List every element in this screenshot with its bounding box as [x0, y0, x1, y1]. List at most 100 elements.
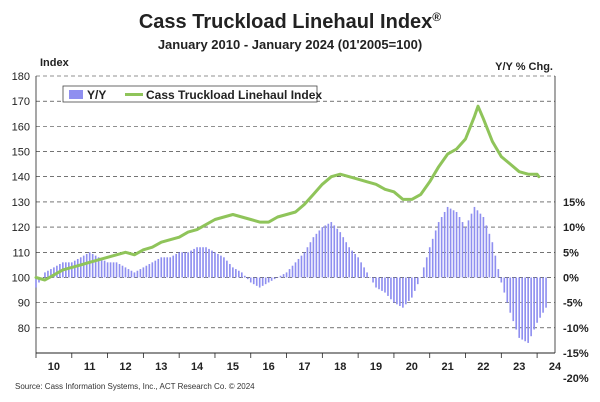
yy-bar	[372, 277, 374, 283]
yy-bar	[163, 257, 166, 278]
yy-bar	[53, 267, 55, 278]
yy-bar	[246, 277, 249, 280]
yy-bar	[416, 277, 419, 285]
yy-bar	[264, 277, 267, 285]
yy-bar	[434, 230, 437, 278]
x-axis-ticks: 10 11 12 13 14 15 16 17 18 19 20 21 22 23 24	[48, 361, 562, 373]
yy-bar	[73, 260, 76, 278]
left-tick-label: 150	[12, 147, 30, 159]
yy-bar	[44, 272, 46, 278]
yy-bar	[175, 253, 178, 278]
x-tick-label: 16	[263, 361, 275, 373]
yy-bar	[390, 277, 392, 300]
yy-bar	[408, 277, 410, 301]
x-tick-label: 12	[119, 361, 131, 373]
yy-bar	[151, 262, 154, 278]
yy-bar	[491, 242, 494, 278]
yy-bar	[142, 267, 145, 278]
yy-bar	[154, 260, 157, 278]
yy-bar	[527, 277, 529, 343]
yy-bar	[461, 222, 464, 278]
left-axis-label: Index	[40, 57, 70, 69]
left-tick-label: 180	[12, 71, 30, 83]
yy-bar	[330, 222, 333, 278]
yy-bar	[419, 277, 422, 278]
x-tick-label: 19	[370, 361, 382, 373]
yy-bar	[196, 247, 198, 278]
legend-index-label: Cass Truckload Linehaul Index	[146, 88, 322, 102]
chart-title-text: Cass Truckload Linehaul Index	[139, 11, 432, 33]
yy-bar	[378, 277, 380, 290]
yy-bar	[243, 275, 246, 278]
yy-bar	[443, 211, 446, 278]
yy-bar	[375, 277, 377, 288]
yy-bar	[521, 277, 524, 340]
yy-bar	[91, 253, 94, 278]
yy-bar	[437, 222, 440, 278]
yy-bar	[35, 277, 37, 288]
yy-bar	[85, 253, 88, 278]
yy-bar	[118, 264, 121, 278]
yy-bar	[172, 255, 175, 278]
yy-bar	[88, 252, 91, 278]
yy-bar	[288, 269, 291, 278]
yy-bar	[103, 260, 106, 278]
right-tick-label: -15%	[563, 348, 589, 360]
yy-bar	[124, 267, 127, 278]
right-axis-label: Y/Y % Chg.	[495, 61, 553, 73]
yy-bar	[512, 277, 515, 322]
yy-bar	[312, 237, 315, 278]
yy-bar	[428, 247, 431, 278]
yy-bar	[360, 262, 362, 278]
yy-bar	[381, 277, 383, 291]
yy-bar	[452, 210, 455, 278]
yy-bar	[258, 277, 261, 288]
yy-bar	[232, 267, 234, 278]
yy-bar	[518, 277, 521, 338]
yy-bar	[542, 277, 544, 313]
yy-bar	[396, 277, 398, 305]
yy-bar	[169, 257, 172, 278]
x-tick-label: 17	[298, 361, 310, 373]
yy-bar	[205, 247, 207, 278]
yy-bar	[139, 269, 142, 278]
yy-bar	[536, 277, 538, 323]
yy-bar	[467, 220, 470, 278]
yy-bar	[252, 277, 255, 285]
yy-bar	[79, 257, 82, 278]
yy-bar	[76, 258, 79, 278]
chart-subtitle: January 2010 - January 2024 (01'2005=100…	[158, 37, 422, 52]
yy-bar	[539, 277, 541, 318]
yy-bar	[405, 277, 407, 305]
yy-bar	[47, 270, 49, 278]
x-tick-label: 15	[227, 361, 239, 373]
yy-bar	[440, 217, 443, 278]
left-tick-label: 100	[12, 272, 30, 284]
left-tick-label: 170	[12, 96, 30, 108]
yy-bar	[121, 265, 124, 278]
left-tick-label: 90	[18, 298, 30, 310]
right-tick-label: -20%	[563, 373, 589, 385]
yy-bar	[112, 262, 115, 278]
yy-bar	[321, 227, 324, 278]
x-tick-label: 18	[334, 361, 346, 373]
yy-bar	[285, 272, 288, 278]
yy-bars	[35, 206, 547, 343]
yy-bar	[267, 277, 270, 283]
yy-bar	[238, 270, 240, 278]
x-tick-label: 23	[513, 361, 525, 373]
yy-bar	[220, 255, 222, 278]
yy-bar	[351, 250, 353, 278]
right-tick-label: -10%	[563, 323, 589, 335]
yy-bar	[136, 270, 139, 278]
left-tick-label: 80	[18, 323, 30, 335]
yy-bar	[133, 272, 136, 278]
yy-bar	[127, 269, 130, 278]
yy-bar	[235, 269, 237, 278]
yy-bar	[446, 206, 449, 278]
yy-bar	[303, 252, 306, 278]
yy-bar	[500, 277, 503, 283]
yy-bar	[369, 277, 371, 278]
yy-bar	[455, 211, 458, 278]
